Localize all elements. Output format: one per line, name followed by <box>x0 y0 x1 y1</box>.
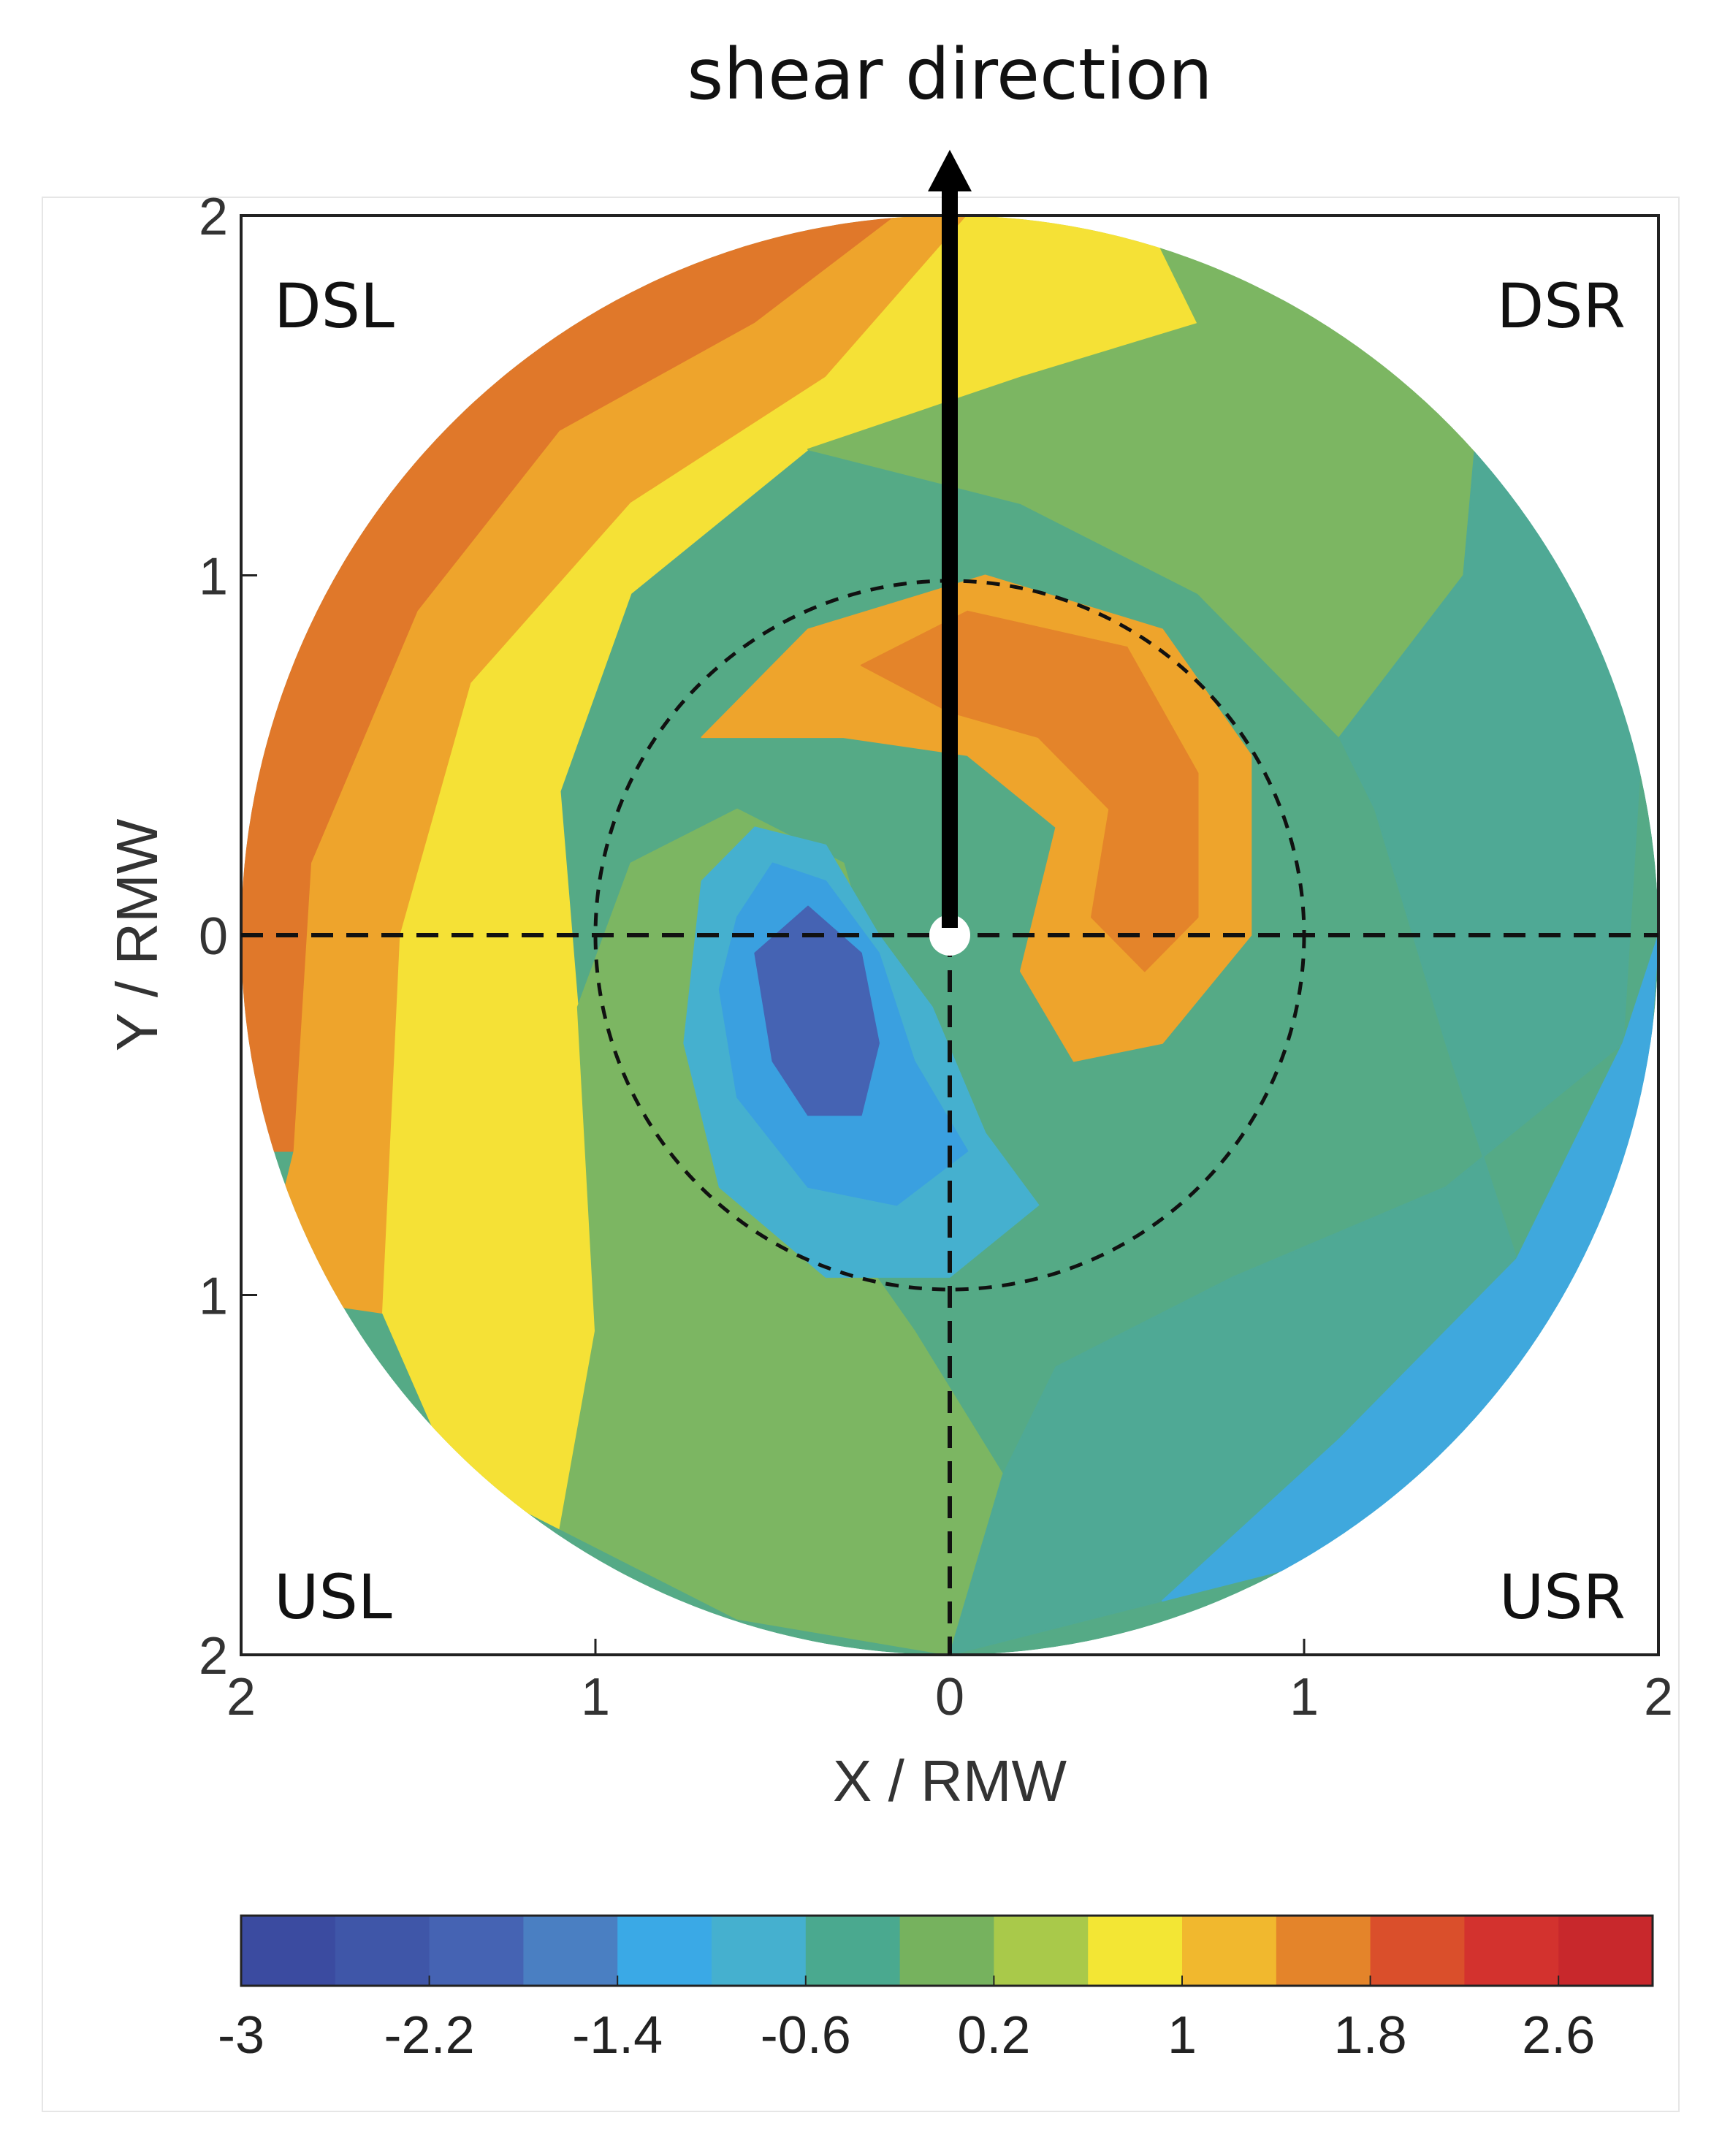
colorbar-swatch-1 <box>335 1916 430 1986</box>
chart-title: shear direction <box>687 34 1212 115</box>
storm-center-marker <box>929 915 970 956</box>
colorbar-tick-label: -2.2 <box>384 2006 475 2065</box>
x-tick-label: 1 <box>581 1668 610 1726</box>
y-axis-label: Y / RMW <box>104 818 169 1051</box>
quadrant-label-usl: USL <box>274 1561 392 1633</box>
quadrant-label-usr: USR <box>1499 1561 1626 1633</box>
colorbar-tick-label: -3 <box>218 2006 264 2065</box>
y-tick-label: 0 <box>199 907 228 966</box>
colorbar-swatch-8 <box>994 1916 1089 1986</box>
shear-direction-arrowhead <box>928 150 972 191</box>
colorbar-tick-label: -1.4 <box>572 2006 663 2065</box>
colorbar-swatch-2 <box>429 1916 524 1986</box>
colorbar-swatch-4 <box>617 1916 712 1986</box>
figure-frame <box>42 197 1680 2112</box>
colorbar-tick-label: 1.8 <box>1334 2006 1407 2065</box>
x-tick-label: 0 <box>935 1668 964 1726</box>
colorbar-swatch-0 <box>241 1916 336 1986</box>
y-tick-label: 1 <box>199 1268 228 1326</box>
colorbar-swatch-5 <box>712 1916 807 1986</box>
y-tick-label: 2 <box>199 188 228 246</box>
colorbar-swatch-12 <box>1370 1916 1465 1986</box>
x-axis-label: X / RMW <box>833 1748 1067 1813</box>
colorbar-swatch-6 <box>805 1916 901 1986</box>
field-band-13 <box>754 905 880 1116</box>
x-tick-label: 2 <box>1644 1668 1673 1726</box>
colorbar-tick-label: 2.6 <box>1522 2006 1595 2065</box>
colorbar: -3 -2.2 -1.4 -0.6 0.2 1 1.8 2.6 <box>218 1914 1654 2065</box>
colorbar-swatch-13 <box>1464 1916 1559 1986</box>
x-tick-label: 2 <box>226 1668 256 1726</box>
y-tick-label: 2 <box>199 1627 228 1685</box>
colorbar-swatch-10 <box>1182 1916 1277 1986</box>
quadrant-label-dsl: DSL <box>274 270 395 342</box>
colorbar-tick-label: 0.2 <box>957 2006 1030 2065</box>
colorbar-swatch-9 <box>1088 1916 1183 1986</box>
colorbar-tick-label: 1 <box>1167 2006 1197 2065</box>
colorbar-swatch-3 <box>523 1916 618 1986</box>
quadrant-label-dsr: DSR <box>1497 270 1626 342</box>
colorbar-frame <box>240 1914 1654 1987</box>
colorbar-swatch-11 <box>1276 1916 1371 1986</box>
colorbar-swatch-7 <box>899 1916 994 1986</box>
colorbar-swatch-14 <box>1558 1916 1653 1986</box>
colorbar-tick-label: -0.6 <box>761 2006 851 2065</box>
y-tick-label: 1 <box>199 548 228 606</box>
x-tick-label: 1 <box>1289 1668 1319 1726</box>
